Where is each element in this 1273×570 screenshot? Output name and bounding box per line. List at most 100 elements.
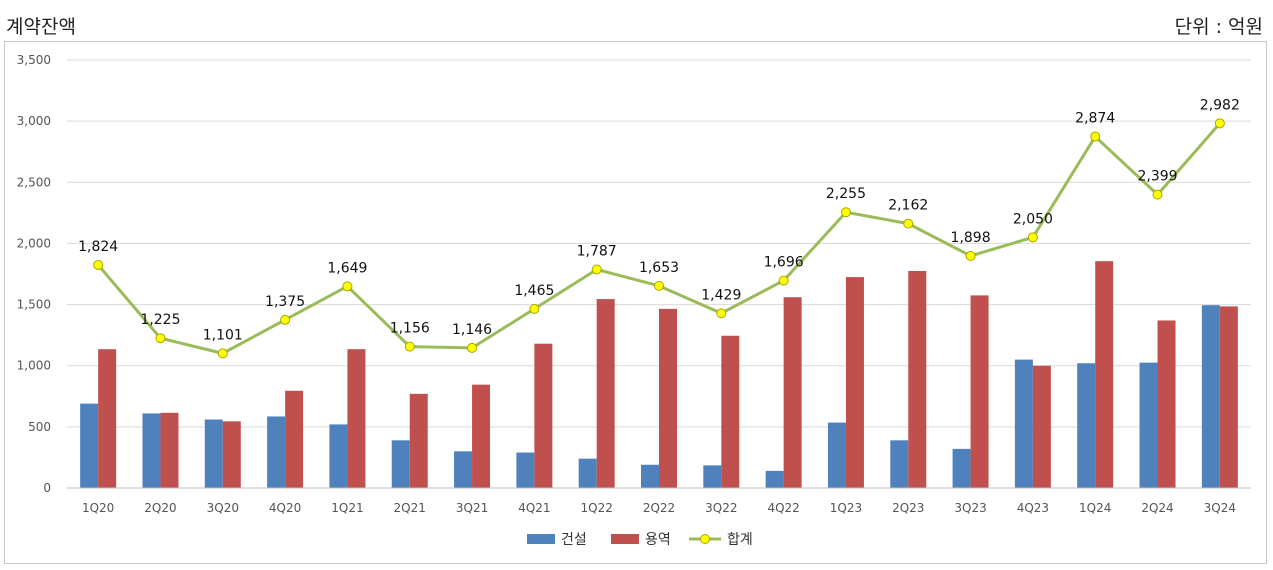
- y-tick-label: 500: [28, 420, 51, 434]
- y-tick-label: 0: [43, 481, 51, 495]
- total-data-label: 2,050: [1013, 211, 1053, 227]
- y-tick-label: 1,500: [17, 298, 51, 312]
- bar-construction: [578, 458, 597, 488]
- bar-service: [160, 412, 179, 488]
- x-tick-label: 3Q21: [456, 501, 488, 515]
- total-data-label: 1,898: [951, 230, 991, 246]
- bar-service: [721, 335, 740, 488]
- total-point: [280, 314, 291, 325]
- total-data-label: 1,653: [639, 260, 679, 276]
- x-tick-label: 1Q20: [82, 501, 114, 515]
- x-tick-label: 1Q21: [331, 501, 363, 515]
- total-point: [1152, 189, 1163, 200]
- total-point: [217, 348, 228, 359]
- bar-service: [472, 384, 491, 488]
- total-data-label: 1,787: [577, 243, 617, 259]
- bar-service: [845, 277, 864, 488]
- total-data-label: 2,399: [1137, 169, 1177, 185]
- legend-label: 건설: [561, 532, 587, 548]
- x-tick-label: 2Q24: [1141, 501, 1173, 515]
- x-tick-label: 4Q22: [767, 501, 799, 515]
- y-tick-label: 2,500: [17, 175, 51, 189]
- bar-construction: [329, 424, 348, 488]
- x-tick-label: 1Q23: [830, 501, 862, 515]
- total-point: [404, 341, 415, 352]
- y-tick-label: 3,000: [17, 114, 51, 128]
- bar-construction: [454, 451, 473, 488]
- legend-swatch-total-marker: [700, 534, 710, 544]
- total-data-label: 1,824: [78, 239, 118, 255]
- total-point: [93, 259, 104, 270]
- total-point: [1090, 131, 1101, 142]
- bar-construction: [204, 419, 223, 488]
- x-tick-label: 4Q23: [1017, 501, 1049, 515]
- total-point: [716, 308, 727, 319]
- bar-construction: [890, 440, 909, 488]
- bar-service: [659, 308, 677, 488]
- total-point: [591, 264, 602, 275]
- x-tick-label: 3Q20: [207, 501, 239, 515]
- legend-swatch-service: [611, 534, 639, 544]
- total-point: [467, 342, 478, 353]
- chart-frame: 0 500 1,000 1,500 2,000 2,500 3,000 3,500 1Q20 2Q…: [4, 41, 1267, 564]
- bar-construction: [516, 452, 535, 488]
- bar-construction: [1201, 305, 1220, 488]
- bar-construction: [765, 470, 784, 488]
- bar-construction: [391, 440, 410, 488]
- total-point: [529, 303, 540, 314]
- x-tick-label: 1Q22: [581, 501, 613, 515]
- chart-plot: 0 500 1,000 1,500 2,000 2,500 3,000 3,500 1Q20 2Q…: [17, 53, 1251, 548]
- total-data-label: 2,255: [826, 186, 866, 202]
- total-data-label: 1,429: [701, 287, 741, 303]
- bar-service: [596, 299, 615, 488]
- total-point: [155, 333, 166, 344]
- bar-service: [908, 270, 927, 488]
- bar-construction: [641, 464, 659, 488]
- total-point: [965, 250, 976, 261]
- x-tick-label: 3Q23: [954, 501, 986, 515]
- x-tick-label: 4Q21: [518, 501, 550, 515]
- bar-construction: [142, 413, 161, 488]
- x-tick-label: 2Q23: [892, 501, 924, 515]
- x-tick-label: 3Q22: [705, 501, 737, 515]
- total-point: [1027, 232, 1038, 243]
- bar-service: [347, 349, 366, 488]
- unit-label: 단위 : 억원: [1174, 16, 1263, 38]
- legend-swatch-construction: [527, 534, 555, 544]
- total-data-label: 1,156: [390, 321, 430, 337]
- total-data-label: 2,874: [1075, 111, 1115, 127]
- legend-label: 용역: [645, 532, 671, 548]
- x-tick-label: 2Q21: [394, 501, 426, 515]
- bar-construction: [80, 403, 99, 488]
- bar-service: [970, 295, 989, 488]
- legend-label: 합계: [727, 532, 753, 548]
- total-point: [342, 281, 353, 292]
- bar-service: [1157, 320, 1176, 488]
- bar-service: [1219, 306, 1238, 488]
- bar-service: [285, 390, 304, 488]
- total-point: [903, 218, 914, 229]
- total-data-label: 1,225: [140, 312, 180, 328]
- bar-service: [534, 343, 553, 488]
- y-tick-label: 3,500: [17, 53, 51, 67]
- total-data-label: 1,649: [327, 260, 367, 276]
- bar-construction: [1014, 359, 1033, 488]
- total-point: [654, 280, 664, 291]
- bar-service: [409, 393, 428, 488]
- x-tick-label: 2Q22: [643, 501, 675, 515]
- bar-service: [98, 349, 117, 488]
- total-data-label: 1,146: [452, 322, 492, 338]
- bar-construction: [703, 465, 722, 488]
- total-point: [1214, 118, 1225, 129]
- x-tick-label: 1Q24: [1079, 501, 1111, 515]
- bar-service: [783, 297, 802, 488]
- bar-service: [222, 421, 241, 488]
- total-data-label: 2,982: [1200, 97, 1240, 113]
- total-point: [778, 275, 789, 286]
- bar-construction: [952, 448, 971, 488]
- bar-construction: [1139, 362, 1158, 488]
- total-data-label: 1,696: [764, 255, 804, 271]
- total-data-label: 1,101: [203, 327, 243, 343]
- total-data-label: 1,465: [514, 283, 554, 299]
- total-point: [840, 207, 851, 218]
